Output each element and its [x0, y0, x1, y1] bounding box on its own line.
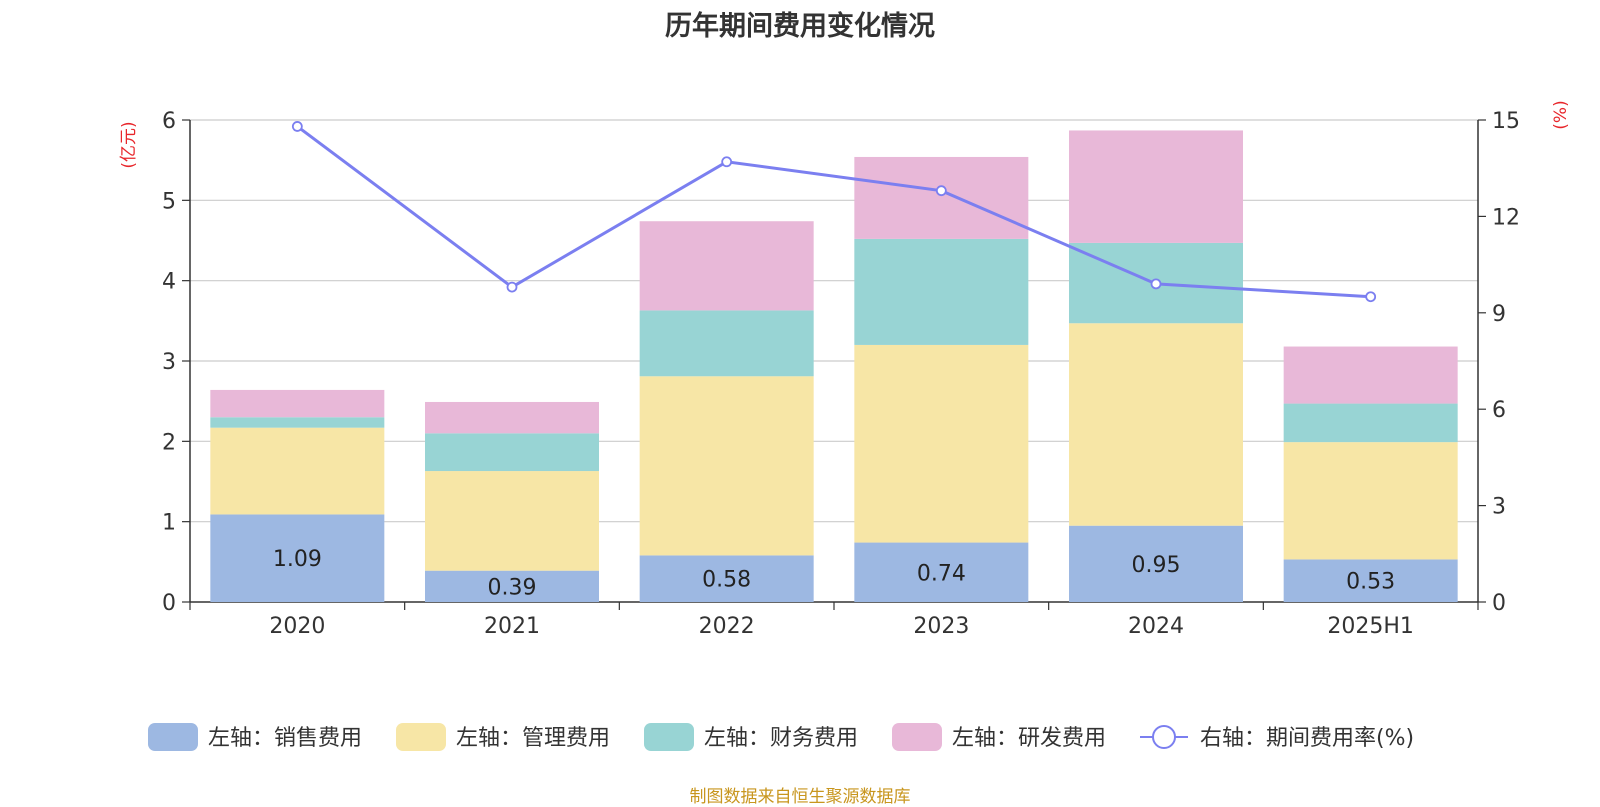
bar-segment — [639, 310, 814, 377]
bar-segment — [1069, 323, 1243, 526]
left-axis-tick-label: 2 — [162, 430, 176, 455]
bar-segment — [210, 389, 385, 418]
right-axis-tick-label: 0 — [1492, 591, 1506, 616]
x-axis-tick-label: 2025H1 — [1327, 614, 1414, 639]
bar-segment — [425, 570, 599, 602]
legend-marker-swatch — [1152, 725, 1176, 749]
bar-segment — [1283, 403, 1458, 443]
legend-label: 右轴：期间费用率(%) — [1200, 726, 1414, 751]
bar-data-label: 0.95 — [1132, 553, 1181, 578]
legend-swatch — [892, 723, 942, 751]
bar-segment — [210, 417, 385, 428]
bar-segment — [639, 376, 814, 556]
bar-segment — [639, 221, 814, 311]
chart-title: 历年期间费用变化情况 — [665, 11, 935, 42]
left-axis-tick-label: 0 — [162, 591, 176, 616]
left-axis-tick-label: 6 — [162, 109, 176, 134]
bar-segment — [639, 555, 814, 602]
left-axis-tick-label: 3 — [162, 350, 176, 375]
right-axis-tick-label: 3 — [1492, 495, 1506, 520]
bar-segment — [1283, 559, 1458, 602]
left-axis-tick-label: 4 — [162, 270, 176, 295]
bar-data-label: 0.53 — [1346, 570, 1395, 595]
rate-line-point — [1150, 278, 1162, 290]
bar-segment — [854, 156, 1029, 239]
right-axis-tick-label: 9 — [1492, 302, 1506, 327]
rate-line-point — [506, 281, 518, 293]
rate-line-point — [1365, 291, 1377, 303]
rate-line-point — [291, 121, 303, 132]
legend-swatch — [148, 723, 198, 751]
bar-segment — [425, 471, 599, 571]
rate-line — [296, 125, 1371, 299]
bar-segment — [1283, 346, 1458, 404]
x-axis-tick-label: 2021 — [484, 614, 540, 639]
right-axis-tick-label: 6 — [1492, 398, 1506, 423]
x-axis-tick-label: 2024 — [1128, 614, 1184, 639]
bar-segment — [425, 433, 599, 472]
bar-data-label: 0.58 — [702, 568, 751, 593]
bar-segment — [1283, 442, 1458, 560]
legend-label: 左轴：研发费用 — [952, 726, 1106, 751]
legend-label: 左轴：财务费用 — [704, 726, 858, 751]
bar-segment — [210, 514, 385, 602]
x-axis-tick-label: 2020 — [269, 614, 325, 639]
legend-label: 左轴：销售费用 — [208, 726, 362, 751]
rate-line-point — [935, 185, 947, 197]
right-axis-unit: (%) — [1551, 100, 1571, 129]
bar-segment — [210, 427, 385, 515]
legend-label: 左轴：管理费用 — [456, 726, 610, 751]
x-axis-tick-label: 2022 — [699, 614, 755, 639]
bar-segment — [854, 344, 1029, 543]
x-axis-tick-label: 2023 — [913, 614, 969, 639]
bar-segment — [854, 238, 1029, 345]
right-axis-tick-label: 15 — [1492, 109, 1520, 134]
bar-segment — [425, 401, 599, 434]
left-axis-tick-label: 1 — [162, 511, 176, 536]
bar-segment — [1069, 130, 1243, 243]
left-axis-unit: (亿元) — [119, 121, 139, 168]
bar-segment — [854, 542, 1029, 602]
data-source-note: 制图数据来自恒生聚源数据库 — [689, 787, 911, 807]
bar-segment — [1069, 525, 1243, 602]
left-axis-tick-label: 5 — [162, 189, 176, 214]
legend-swatch — [644, 723, 694, 751]
bar-data-label: 0.39 — [488, 575, 537, 600]
legend-swatch — [396, 723, 446, 751]
right-axis-tick-label: 12 — [1492, 205, 1520, 230]
bar-data-label: 0.74 — [917, 561, 966, 586]
rate-line-point — [721, 156, 733, 168]
bar-data-label: 1.09 — [273, 547, 322, 572]
